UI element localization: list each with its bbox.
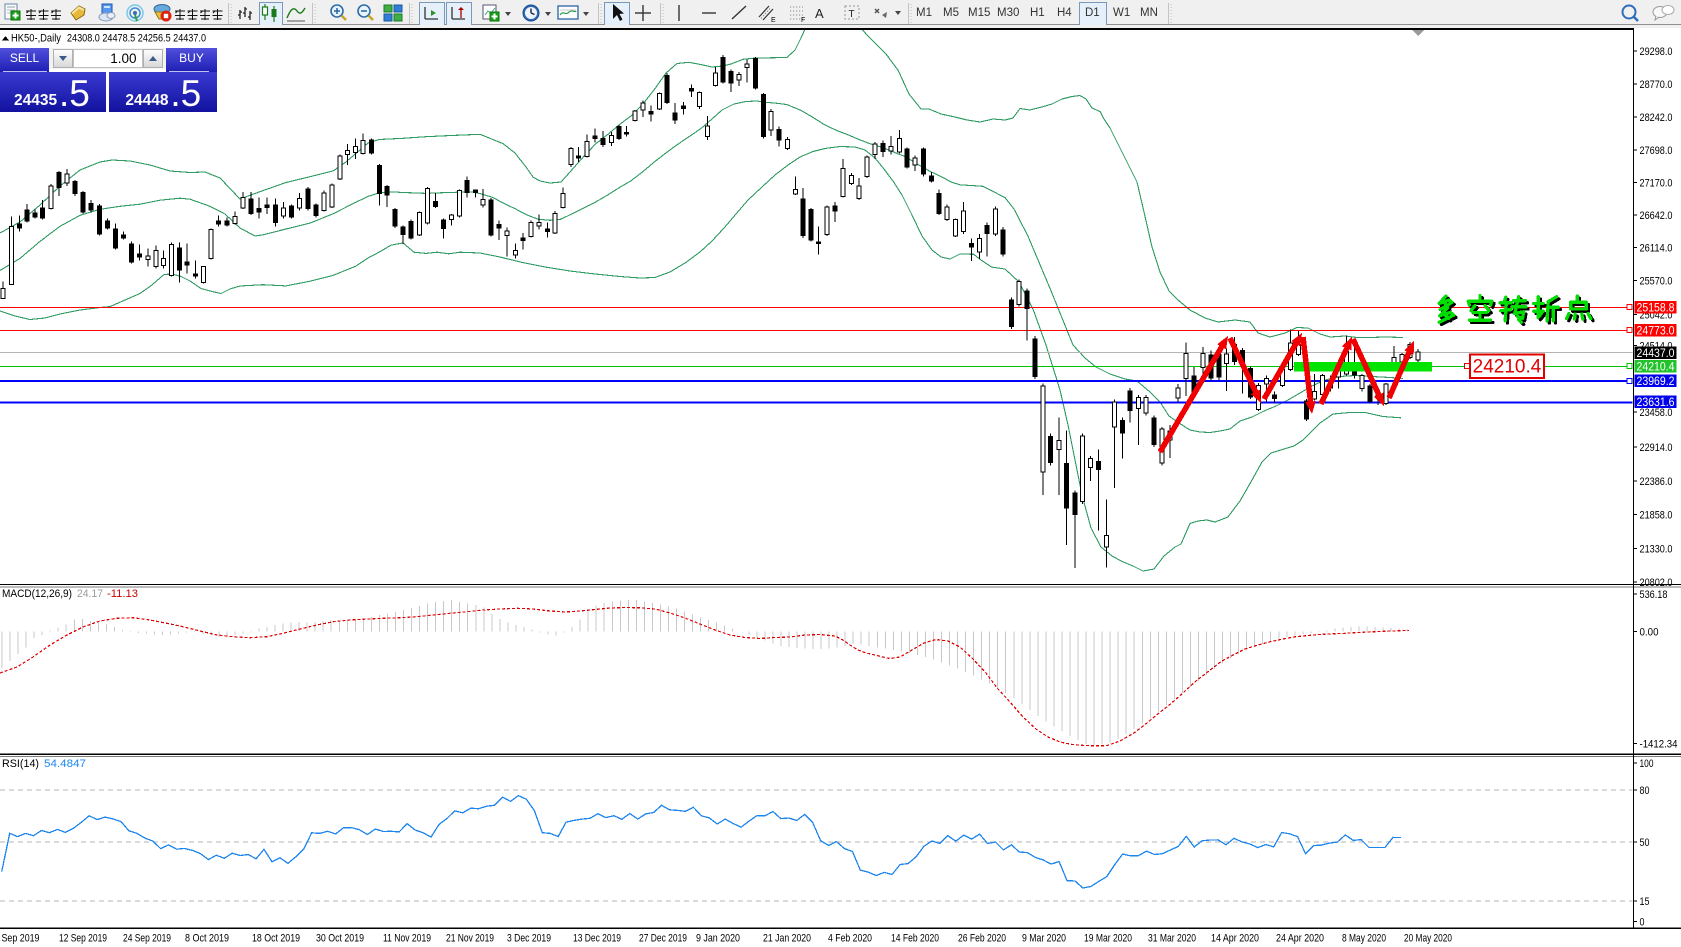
svg-text:HK50-,Daily: HK50-,Daily xyxy=(11,33,61,45)
svg-text:0.00: 0.00 xyxy=(1640,627,1659,639)
svg-text:27698.0: 27698.0 xyxy=(1640,145,1673,157)
svg-text:24 Sep 2019: 24 Sep 2019 xyxy=(123,933,171,945)
svg-text:50: 50 xyxy=(1640,837,1650,849)
svg-text:54.4847: 54.4847 xyxy=(44,758,86,770)
svg-text:25570.0: 25570.0 xyxy=(1640,276,1673,288)
svg-text:20802.0: 20802.0 xyxy=(1640,577,1673,589)
svg-text:15: 15 xyxy=(1640,896,1650,908)
svg-text:30 Oct 2019: 30 Oct 2019 xyxy=(316,933,364,945)
svg-text:24 Apr 2020: 24 Apr 2020 xyxy=(1276,933,1324,945)
svg-text:-1412.34: -1412.34 xyxy=(1640,739,1678,751)
svg-text:28770.0: 28770.0 xyxy=(1640,79,1673,91)
svg-text:E: E xyxy=(771,17,776,24)
svg-text:24773.0: 24773.0 xyxy=(1637,326,1675,338)
svg-text:0: 0 xyxy=(1640,917,1645,929)
svg-text:20 May 2020: 20 May 2020 xyxy=(1404,933,1452,945)
svg-text:12 Sep 2019: 12 Sep 2019 xyxy=(59,933,107,945)
svg-text:23458.0: 23458.0 xyxy=(1640,407,1673,419)
svg-text:23631.6: 23631.6 xyxy=(1637,397,1675,409)
svg-text:14 Feb 2020: 14 Feb 2020 xyxy=(891,933,939,945)
svg-text:21 Nov 2019: 21 Nov 2019 xyxy=(446,933,494,945)
svg-text:536.18: 536.18 xyxy=(1640,589,1668,601)
svg-text:-11.13: -11.13 xyxy=(107,588,138,600)
svg-text:100: 100 xyxy=(1640,758,1654,770)
svg-text:13 Dec 2019: 13 Dec 2019 xyxy=(573,933,621,945)
svg-text:28242.0: 28242.0 xyxy=(1640,112,1673,124)
svg-text:24308.0 24478.5 24256.5 24437.: 24308.0 24478.5 24256.5 24437.0 xyxy=(67,33,206,45)
svg-text:T: T xyxy=(849,9,855,20)
svg-text:26642.0: 26642.0 xyxy=(1640,210,1673,222)
svg-text:MACD(12,26,9): MACD(12,26,9) xyxy=(2,588,72,600)
svg-text:4 Feb 2020: 4 Feb 2020 xyxy=(828,933,872,945)
svg-text:14 Apr 2020: 14 Apr 2020 xyxy=(1211,933,1259,945)
svg-text:24210.4: 24210.4 xyxy=(1473,357,1542,378)
svg-text:21858.0: 21858.0 xyxy=(1640,510,1673,522)
svg-text:25158.8: 25158.8 xyxy=(1637,302,1675,314)
svg-text:31 Mar 2020: 31 Mar 2020 xyxy=(1148,933,1196,945)
svg-text:9 Jan 2020: 9 Jan 2020 xyxy=(696,933,740,945)
svg-text:80: 80 xyxy=(1640,785,1650,797)
svg-text:22386.0: 22386.0 xyxy=(1640,476,1673,488)
svg-text:26114.0: 26114.0 xyxy=(1640,243,1673,255)
svg-text:F: F xyxy=(801,17,805,24)
svg-text:24.17: 24.17 xyxy=(77,588,103,600)
svg-text:24437.0: 24437.0 xyxy=(1637,348,1675,360)
svg-text:27 Dec 2019: 27 Dec 2019 xyxy=(639,933,687,945)
svg-text:3 Dec 2019: 3 Dec 2019 xyxy=(507,933,551,945)
svg-text:23969.2: 23969.2 xyxy=(1637,376,1675,388)
svg-text:24210.4: 24210.4 xyxy=(1637,361,1676,373)
svg-text:8 Oct 2019: 8 Oct 2019 xyxy=(185,933,229,945)
svg-text:9 Mar 2020: 9 Mar 2020 xyxy=(1022,933,1066,945)
svg-text:RSI(14): RSI(14) xyxy=(2,758,39,770)
svg-text:21 Jan 2020: 21 Jan 2020 xyxy=(763,933,811,945)
svg-text:8 May 2020: 8 May 2020 xyxy=(1342,933,1386,945)
svg-text:27170.0: 27170.0 xyxy=(1640,178,1673,190)
svg-text:19 Mar 2020: 19 Mar 2020 xyxy=(1084,933,1132,945)
svg-text:21330.0: 21330.0 xyxy=(1640,543,1673,555)
svg-text:22914.0: 22914.0 xyxy=(1640,442,1673,454)
svg-text:18 Oct 2019: 18 Oct 2019 xyxy=(252,933,300,945)
svg-text:26 Feb 2020: 26 Feb 2020 xyxy=(958,933,1006,945)
svg-text:11 Nov 2019: 11 Nov 2019 xyxy=(383,933,431,945)
svg-text:29298.0: 29298.0 xyxy=(1640,46,1673,58)
svg-text:Sep 2019: Sep 2019 xyxy=(2,933,40,945)
